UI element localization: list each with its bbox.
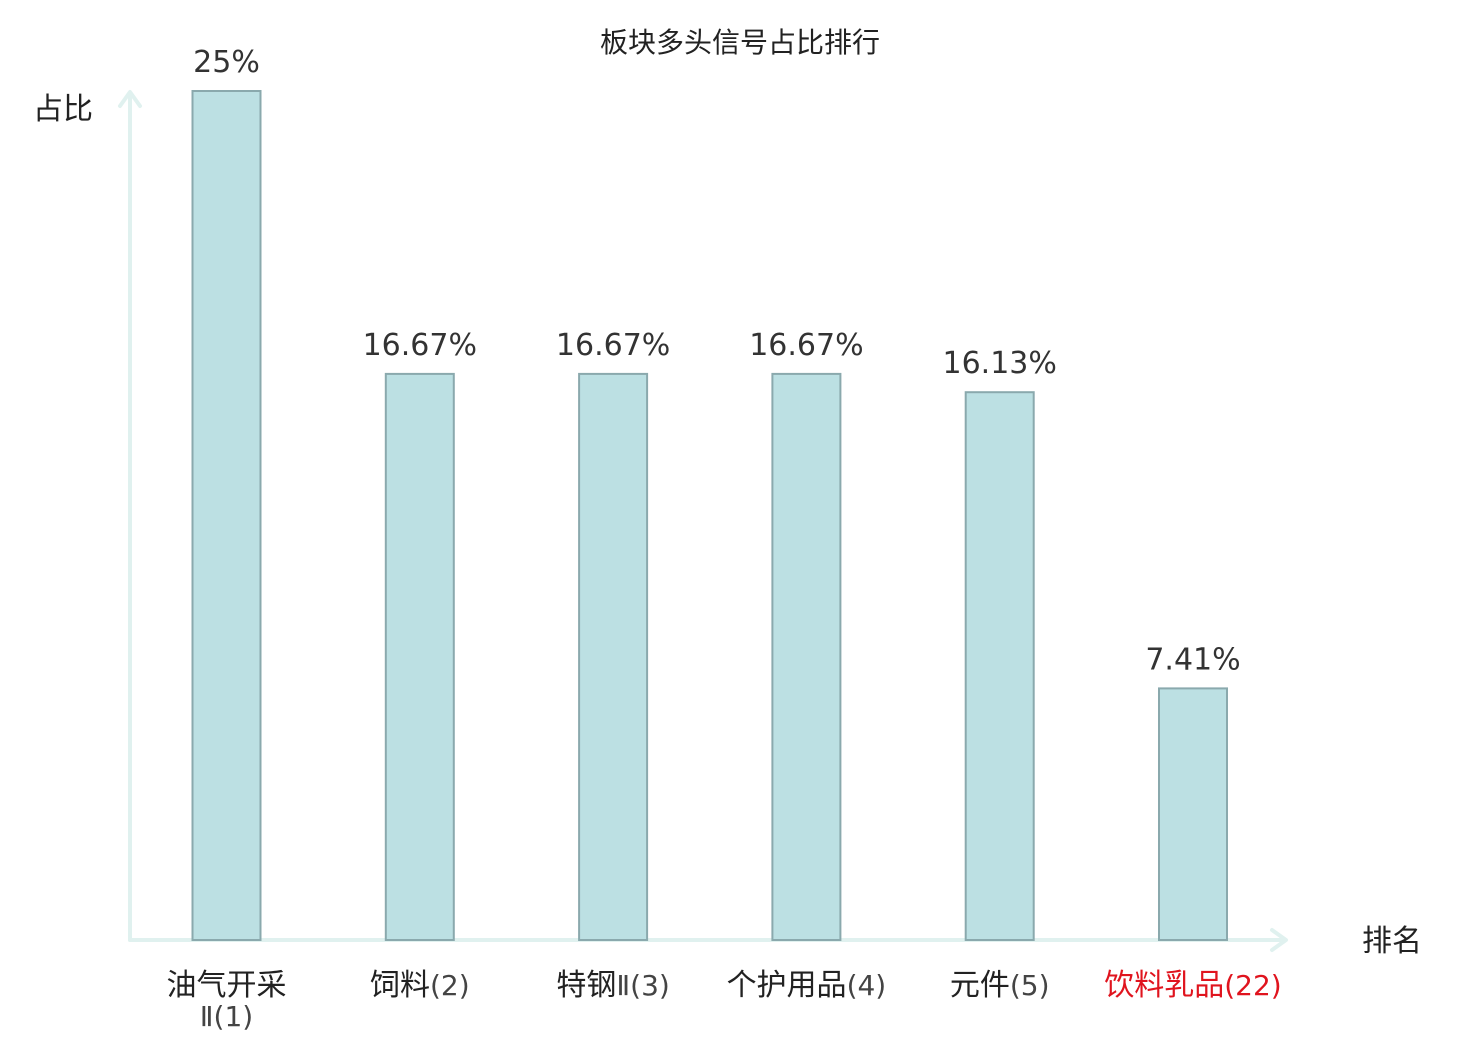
- category-name: 个护用品: [727, 968, 847, 1003]
- category-name: 元件: [950, 968, 1010, 1003]
- bar: [771, 372, 842, 941]
- category-label: 油气开采: [167, 968, 287, 1003]
- bar: [578, 372, 649, 941]
- category-name: 饮料乳品: [1104, 968, 1224, 1003]
- value-labels: 25% 16.67% 16.67% 16.67% 16.13% 7.41%: [193, 45, 1241, 677]
- y-axis: 占比: [33, 90, 142, 942]
- category-label: 个护用品(4): [727, 968, 887, 1003]
- y-axis-label: 占比: [33, 92, 93, 127]
- category-name: 饲料: [370, 968, 430, 1003]
- category-rank: (4): [847, 969, 887, 1002]
- x-axis-arrow-icon: [1270, 928, 1288, 952]
- category-rank: (22): [1224, 969, 1281, 1002]
- category-label: 饮料乳品(22): [1104, 968, 1281, 1003]
- bar-value-label: 16.67%: [749, 328, 863, 363]
- bar-series: [191, 90, 1228, 942]
- category-name: 特钢: [556, 968, 616, 1003]
- bar-value-label: 7.41%: [1145, 642, 1240, 677]
- category-rank: (5): [1010, 969, 1050, 1002]
- chart-title: 板块多头信号占比排行: [600, 26, 880, 59]
- bar: [191, 90, 262, 941]
- bar-value-label: 16.13%: [943, 346, 1057, 381]
- y-axis-arrow-icon: [118, 90, 142, 108]
- category-rank-label: Ⅱ(1): [200, 1000, 253, 1033]
- bar-value-label: 25%: [193, 45, 260, 80]
- bar: [384, 372, 455, 941]
- bar-value-label: 16.67%: [363, 328, 477, 363]
- category-rank: Ⅱ(3): [616, 969, 669, 1002]
- bar: [1158, 687, 1228, 942]
- x-axis: 排名: [128, 924, 1422, 959]
- x-axis-label: 排名: [1362, 924, 1422, 959]
- category-label: 元件(5): [950, 968, 1050, 1003]
- category-rank: (2): [430, 969, 470, 1002]
- category-label: 饲料(2): [370, 968, 470, 1003]
- bar-value-label: 16.67%: [556, 328, 670, 363]
- bar: [964, 391, 1035, 941]
- category-label: 特钢Ⅱ(3): [556, 968, 669, 1003]
